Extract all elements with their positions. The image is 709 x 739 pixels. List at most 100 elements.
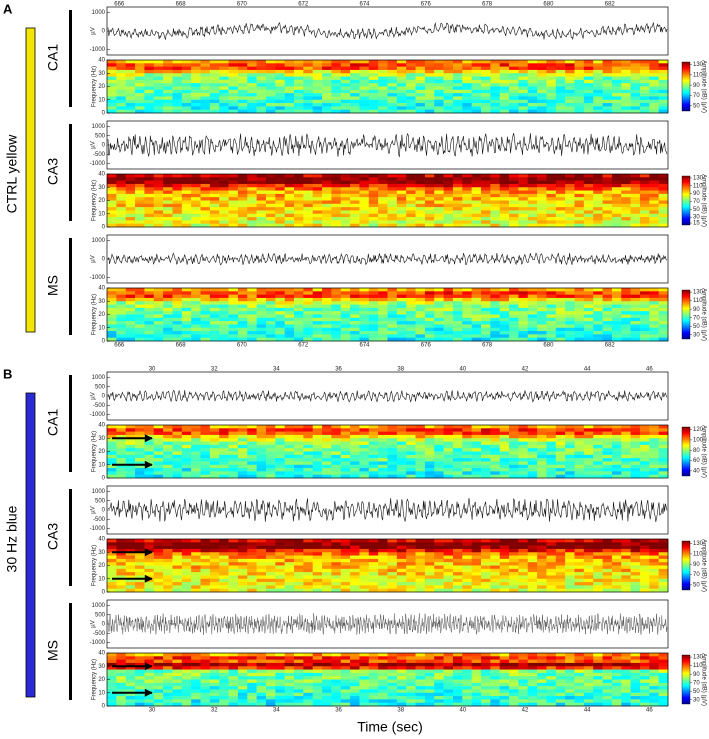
spectrogram-cell — [312, 565, 323, 570]
spectrogram-cell — [565, 552, 575, 556]
spectrogram-cell — [228, 99, 239, 104]
spectrogram-cell — [368, 331, 379, 335]
spectrogram-cell — [396, 183, 407, 188]
spectrogram-cell — [415, 548, 426, 553]
spectrogram-cell — [163, 314, 173, 319]
spectrogram-cell — [490, 60, 500, 64]
spectrogram-cell — [359, 324, 370, 329]
spectrogram-cell — [527, 301, 538, 305]
spectrogram-cell — [107, 213, 117, 218]
spectrogram-cell — [415, 193, 426, 198]
spectrogram-cell — [172, 203, 183, 208]
spectrogram-cell — [424, 174, 435, 178]
spectrogram-cell — [228, 223, 239, 228]
spectrogram-cell — [452, 444, 463, 449]
spectrogram-cell — [424, 103, 435, 107]
spectrogram-cell — [200, 83, 211, 87]
spectrogram-cell — [574, 86, 585, 91]
spectrogram-cell — [209, 210, 220, 215]
spectrogram-cell — [294, 210, 304, 215]
spectrogram-cell — [359, 291, 370, 295]
spectrogram-cell — [471, 223, 482, 228]
spectrogram-cell — [499, 307, 510, 312]
spectrogram-cell — [125, 288, 136, 292]
spectrogram-cell — [537, 83, 547, 87]
spectrogram-cell — [658, 180, 669, 185]
spectrogram-cell — [107, 331, 117, 335]
spectrogram-cell — [602, 468, 613, 472]
spectrogram-cell — [555, 441, 566, 446]
spectrogram-cell — [275, 588, 285, 593]
spectrogram-cell — [490, 174, 500, 178]
spectrogram-cell — [181, 311, 192, 315]
spectrogram-cell — [555, 428, 566, 432]
spectrogram-cell — [350, 60, 360, 64]
spectrogram-cell — [621, 314, 631, 319]
spectrogram-cell — [107, 86, 117, 91]
spectrogram-cell — [350, 297, 360, 302]
spectrogram-cell — [593, 217, 603, 221]
spectrogram-cell — [490, 86, 500, 91]
spectrogram-cell — [490, 337, 500, 342]
spectrogram-cell — [452, 434, 463, 439]
spectrogram-cell — [443, 428, 454, 432]
spectrogram-cell — [406, 103, 416, 107]
spectrogram-cell — [172, 93, 183, 97]
spectrogram-cell — [322, 103, 332, 107]
spectrogram-cell — [303, 96, 313, 101]
spectrogram-cell — [116, 63, 126, 67]
spectrogram-cell — [359, 297, 370, 302]
spectrogram-cell — [481, 311, 491, 315]
spectrogram-cell — [191, 461, 201, 466]
spectrogram-cell — [378, 552, 388, 556]
spectrogram-cell — [228, 558, 239, 563]
spectrogram-cell — [322, 200, 332, 205]
spectrogram-cell — [611, 451, 622, 456]
spectrogram-cell — [546, 542, 557, 546]
spectrogram-cell — [434, 474, 444, 479]
spectrogram-cell — [144, 103, 155, 107]
spectrogram-cell — [396, 291, 407, 295]
spectrogram-cell — [200, 588, 211, 593]
spectrogram-cell — [499, 575, 510, 580]
spectrogram-cell — [350, 193, 360, 198]
spectrogram-cell — [153, 324, 164, 329]
spectrogram-cell — [434, 187, 444, 191]
spectrogram-cell — [294, 213, 304, 218]
spectrogram-cell — [415, 331, 426, 335]
spectrogram-cell — [443, 73, 454, 77]
spectrogram-cell — [107, 454, 117, 459]
spectrogram-cell — [593, 103, 603, 107]
spectrogram-cell — [499, 177, 510, 181]
spectrogram-cell — [237, 438, 248, 442]
spectrogram-cell — [219, 331, 229, 335]
spectrogram-cell — [294, 217, 304, 221]
spectrogram-cell — [462, 69, 472, 74]
spectrogram-cell — [471, 106, 482, 110]
spectrogram-cell — [219, 461, 229, 466]
spectrogram-cell — [107, 337, 117, 342]
spectrogram-cell — [265, 438, 276, 442]
spectrogram-cell — [649, 461, 659, 466]
spectrogram-cell — [574, 461, 585, 466]
spectrogram-cell — [396, 575, 407, 580]
spectrogram-cell — [247, 99, 257, 104]
spectrogram-cell — [527, 103, 538, 107]
spectrogram-cell — [135, 96, 145, 101]
spectrogram-cell — [611, 425, 622, 429]
spectrogram-cell — [509, 93, 519, 97]
spectrogram-cell — [639, 441, 650, 446]
spectrogram-cell — [135, 83, 145, 87]
spectrogram-cell — [658, 458, 669, 462]
spectrogram-cell — [630, 327, 641, 332]
spectrogram-cell — [649, 558, 659, 563]
spectrogram-cell — [490, 180, 500, 185]
spectrogram-cell — [462, 461, 472, 466]
spectrogram-cell — [368, 93, 379, 97]
spectrogram-cell — [153, 539, 164, 543]
spectrogram-cell — [331, 174, 342, 178]
spectrogram-cell — [490, 558, 500, 563]
spectrogram-cell — [153, 174, 164, 178]
spectrogram-cell — [256, 76, 267, 81]
spectrogram-cell — [228, 434, 239, 439]
